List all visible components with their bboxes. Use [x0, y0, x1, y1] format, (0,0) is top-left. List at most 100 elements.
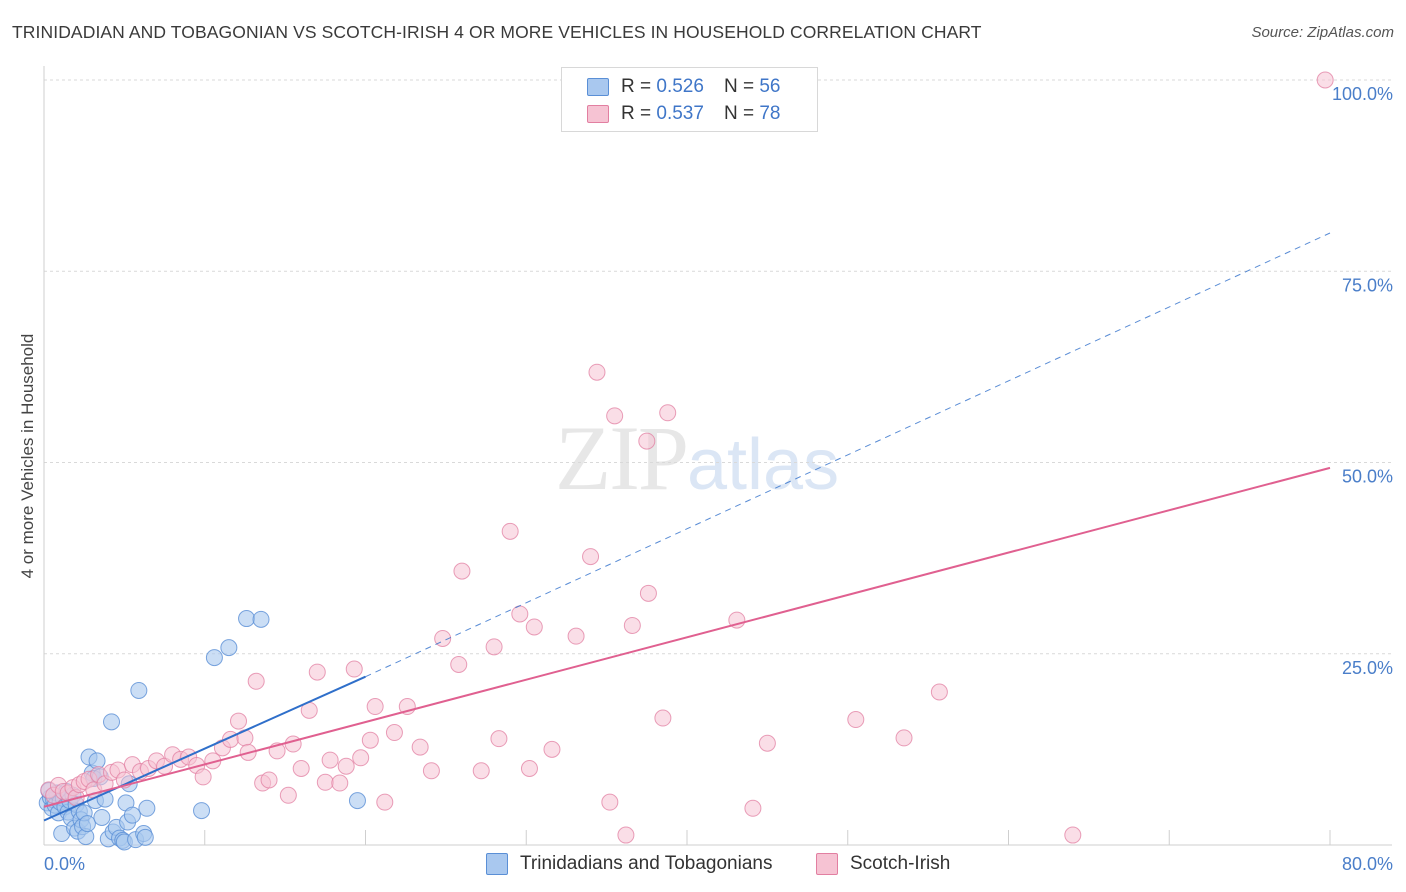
tick-labels: 25.0% 50.0% 75.0% 100.0% 0.0% 80.0%	[44, 84, 1393, 874]
bottom-legend-trinidadian: Trinidadians and Tobagonians	[486, 851, 772, 877]
trinidadian-point	[348, 792, 366, 810]
scotch-irish-point	[321, 751, 339, 769]
scotch-irish-point	[606, 407, 624, 425]
scotch-irish-point	[422, 762, 440, 780]
scotch-irish-point	[543, 740, 561, 758]
bottom-legend-swatch-pink	[816, 853, 838, 875]
trinidadian-trend-extension	[365, 232, 1331, 678]
scotch-irish-point	[292, 760, 310, 777]
scotch-irish-point	[247, 672, 265, 690]
scotch-irish-point	[316, 773, 334, 791]
scotch-irish-point	[385, 724, 403, 742]
scotch-irish-point	[376, 793, 394, 811]
scotch-irish-point	[490, 730, 508, 748]
scotch-irish-point	[567, 627, 585, 645]
legend-r-label-1: R =	[621, 76, 652, 97]
trinidadian-point	[193, 802, 211, 820]
legend-row-scotch-irish: R = 0.537 N = 78	[587, 103, 780, 125]
scotch-irish-point	[434, 629, 452, 647]
trinidadian-point	[103, 713, 121, 731]
trinidadian-point	[138, 799, 156, 817]
scotch-irish-point	[501, 522, 519, 540]
x-tick-label-80: 80.0%	[1342, 854, 1393, 874]
scotch-irish-point	[654, 709, 672, 727]
x-tick-label-0: 0.0%	[44, 854, 85, 874]
scotch-irish-point	[485, 638, 503, 656]
chart-title: TRINIDADIAN AND TOBAGONIAN VS SCOTCH-IRI…	[12, 22, 982, 42]
trend-lines	[43, 232, 1331, 822]
scotch-irish-point	[352, 749, 370, 767]
scotch-irish-point	[260, 771, 278, 789]
scotch-irish-point	[525, 618, 543, 636]
series-trinidadian-points	[38, 610, 366, 851]
scotch-irish-point	[194, 768, 212, 786]
trinidadian-point	[220, 639, 238, 657]
scotch-irish-point	[623, 616, 641, 634]
scotch-irish-trend-line	[43, 466, 1331, 808]
y-tick-label-100: 100.0%	[1332, 84, 1393, 104]
legend-n-value-2: 78	[759, 103, 781, 124]
legend-swatch-pink	[587, 105, 609, 123]
scotch-irish-point	[511, 605, 529, 623]
scotch-irish-point	[472, 762, 490, 780]
legend-n-label-1: N =	[723, 76, 755, 97]
y-tick-label-25: 25.0%	[1342, 658, 1393, 678]
scotch-irish-point	[1316, 71, 1334, 89]
scotch-irish-point	[617, 826, 635, 844]
scotch-irish-point	[284, 735, 302, 753]
axes	[43, 66, 1392, 846]
trinidadian-point	[252, 610, 270, 628]
scotch-irish-point	[279, 786, 297, 804]
scotch-irish-point	[520, 760, 538, 777]
scotch-irish-point	[588, 363, 606, 381]
trinidadian-point	[238, 610, 256, 628]
scotch-irish-point	[601, 793, 619, 811]
bottom-legend-label-1: Trinidadians and Tobagonians	[520, 853, 773, 874]
legend-r-value-1: 0.526	[656, 76, 704, 97]
watermark-atlas: atlas	[687, 425, 840, 505]
legend-n-value-1: 56	[759, 76, 781, 97]
trinidadian-point	[93, 808, 111, 826]
legend-swatch-blue	[587, 78, 609, 96]
correlation-legend: R = 0.526 N = 56 R = 0.537 N = 78	[561, 67, 818, 132]
scotch-irish-point	[411, 738, 429, 756]
trinidadian-point	[130, 681, 148, 699]
legend-r-value-2: 0.537	[656, 103, 704, 124]
trinidadian-trend-line	[43, 675, 366, 822]
scotch-irish-point	[895, 729, 913, 747]
watermark-zip: ZIP	[555, 407, 689, 509]
series-scotch-irish-points	[40, 71, 1334, 844]
trinidadian-point	[123, 806, 141, 824]
scotch-irish-point	[659, 404, 677, 422]
bottom-legend-swatch-blue	[486, 853, 508, 875]
watermark: ZIPatlas	[555, 405, 839, 511]
scotch-irish-point	[638, 432, 656, 450]
legend-row-trinidadian: R = 0.526 N = 56	[587, 76, 780, 98]
scotch-irish-point	[758, 734, 776, 752]
scotch-irish-point	[337, 757, 355, 775]
bottom-legend-label-2: Scotch-Irish	[850, 853, 951, 874]
scotch-irish-point	[308, 663, 326, 681]
scotch-irish-point	[230, 712, 248, 730]
source-credit: Source: ZipAtlas.com	[1251, 24, 1394, 41]
y-tick-label-50: 50.0%	[1342, 467, 1393, 487]
scotch-irish-point	[366, 698, 384, 716]
scotch-irish-point	[450, 655, 468, 673]
trinidadian-point	[205, 649, 223, 667]
bottom-legend-scotch-irish: Scotch-Irish	[816, 851, 950, 877]
legend-r-label-2: R =	[621, 103, 652, 124]
trinidadian-point	[78, 815, 96, 833]
scotch-irish-point	[453, 562, 471, 580]
scotch-irish-point	[639, 584, 657, 602]
trinidadian-point	[136, 828, 154, 846]
legend-n-label-2: N =	[723, 103, 755, 124]
scotch-irish-point	[331, 774, 349, 792]
scotch-irish-point	[744, 799, 762, 817]
scotch-irish-point	[345, 660, 363, 678]
grid-lines	[44, 79, 1392, 655]
scotch-irish-point	[930, 683, 948, 701]
scotch-irish-point	[847, 711, 865, 729]
scotch-irish-point	[361, 731, 379, 749]
y-tick-label-75: 75.0%	[1342, 275, 1393, 295]
